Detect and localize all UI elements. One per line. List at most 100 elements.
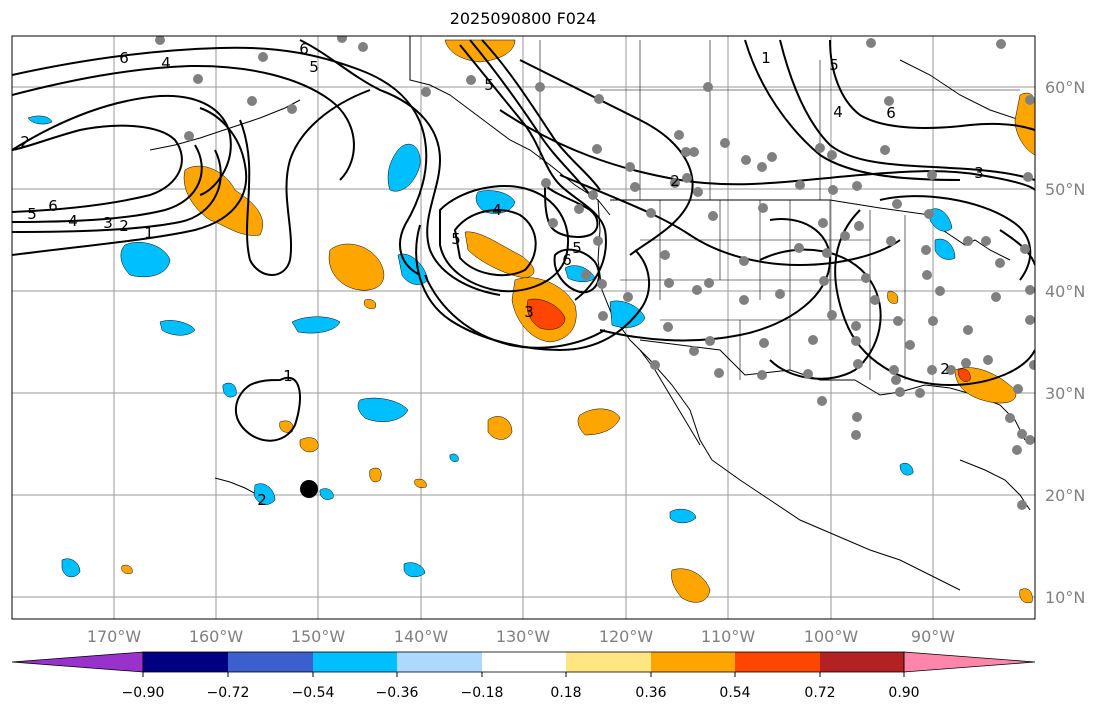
cyan-region: [291, 316, 341, 334]
cyan-region: [61, 558, 81, 578]
contour-label: 4: [68, 212, 78, 230]
contour-label: 3: [974, 164, 984, 182]
colorbar-bin: [651, 652, 735, 672]
longitude-labels: 170°W 160°W 150°W 140°W 130°W 120°W 110°…: [87, 627, 955, 646]
contour-line: [499, 109, 1035, 191]
contour-line: [12, 46, 428, 276]
contour-label: 6: [119, 49, 129, 67]
contour-label: 6: [48, 197, 58, 215]
orange-region: [487, 416, 513, 440]
contour-label: 2: [940, 360, 950, 378]
orange-region: [887, 291, 899, 304]
contour-line: [553, 248, 600, 294]
colorbar-bin: [143, 652, 228, 672]
contour-line: [12, 149, 222, 233]
cyan-region: [403, 562, 426, 578]
contour-label: 5: [451, 230, 461, 248]
station-markers: [155, 36, 1035, 510]
cyan-region: [357, 397, 409, 422]
shaded-anomalies: [27, 39, 1035, 604]
contour-line: [834, 209, 1035, 387]
contour-label: 3: [524, 303, 534, 321]
orange-region: [328, 243, 385, 291]
latitude-labels: 60°N 50°N 40°N 30°N 20°N 10°N: [1045, 78, 1085, 607]
contour-line: [599, 218, 832, 342]
contour-label: 1: [283, 367, 293, 385]
orange-region: [364, 299, 376, 309]
contour-line: [519, 59, 694, 256]
colorbar-tick-label: −0.18: [461, 685, 504, 701]
contour-label: 1: [761, 49, 771, 67]
baja: [639, 349, 701, 446]
colorbar: −0.90 −0.72 −0.54 −0.36 −0.18 0.18 0.36 …: [11, 651, 1036, 701]
west-coast: [597, 199, 713, 461]
cyan-region: [387, 143, 421, 192]
mexico-us-border: [639, 339, 855, 381]
mexico-coast: [711, 459, 961, 591]
colorbar-bin: [820, 652, 904, 672]
contour-line: [12, 144, 203, 223]
aleutian-chain: [149, 99, 301, 151]
colorbar-bin: [228, 652, 313, 672]
contour-line: [439, 185, 570, 293]
contour-line: [744, 39, 961, 181]
contour-line: [12, 107, 248, 256]
orange-region: [414, 478, 427, 488]
colorbar-tick-label: −0.36: [376, 685, 419, 701]
contour-line: [543, 182, 599, 238]
cyan-region: [609, 300, 646, 328]
contour-label: 4: [833, 103, 843, 121]
contour-line: [759, 248, 882, 380]
contour-line: [12, 64, 355, 181]
contour-line: [459, 44, 607, 301]
lat-label-10n: 10°N: [1045, 588, 1085, 607]
lat-label-20n: 20°N: [1045, 486, 1085, 505]
red-region: [526, 298, 566, 330]
map-frame: [11, 35, 1036, 620]
contour-label: 5: [829, 56, 839, 74]
contour-line: [879, 195, 1032, 281]
lon-label-100w: 100°W: [804, 627, 859, 646]
colorbar-tick-label: 0.90: [888, 685, 919, 701]
colorbar-extend-low: [11, 651, 144, 673]
coastlines: [149, 36, 1031, 591]
orange-region: [121, 564, 133, 574]
colorbar-bin: [566, 652, 651, 672]
lat-label-40n: 40°N: [1045, 282, 1085, 301]
colorbar-bin: [735, 652, 820, 672]
contour-label: 6: [562, 251, 572, 269]
map-title: 2025090800 F024: [449, 9, 597, 28]
orange-region: [299, 437, 319, 453]
lon-label-150w: 150°W: [291, 627, 346, 646]
alaska-coast: [409, 36, 611, 216]
red-region: [957, 368, 971, 382]
colorbar-tick-label: −0.90: [122, 685, 165, 701]
yucatan: [959, 459, 1031, 511]
contour-label: 3: [103, 214, 113, 232]
lon-label-170w: 170°W: [87, 627, 142, 646]
contour-label: 5: [309, 58, 319, 76]
contour-line: [999, 229, 1035, 266]
lat-label-60n: 60°N: [1045, 78, 1085, 97]
contour-label: 2: [20, 133, 30, 151]
lon-label-110w: 110°W: [701, 627, 756, 646]
orange-region: [671, 568, 711, 603]
cyan-region: [27, 115, 53, 125]
colorbar-tick-label: −0.54: [292, 685, 335, 701]
lon-label-120w: 120°W: [599, 627, 654, 646]
contour-label: 5: [27, 205, 37, 223]
contour-label: 4: [161, 54, 171, 72]
orange-region: [279, 420, 294, 433]
colorbar-tick-label: 0.72: [804, 685, 835, 701]
orange-region: [1019, 588, 1033, 604]
contour-label: 2: [257, 491, 267, 509]
lon-label-130w: 130°W: [496, 627, 551, 646]
lon-label-90w: 90°W: [911, 627, 955, 646]
colorbar-tick-label: 0.36: [635, 685, 666, 701]
lat-label-30n: 30°N: [1045, 384, 1085, 403]
cyan-region: [319, 488, 334, 500]
contour-line: [453, 209, 537, 277]
cyan-region: [899, 462, 914, 476]
contour-line: [481, 39, 601, 191]
